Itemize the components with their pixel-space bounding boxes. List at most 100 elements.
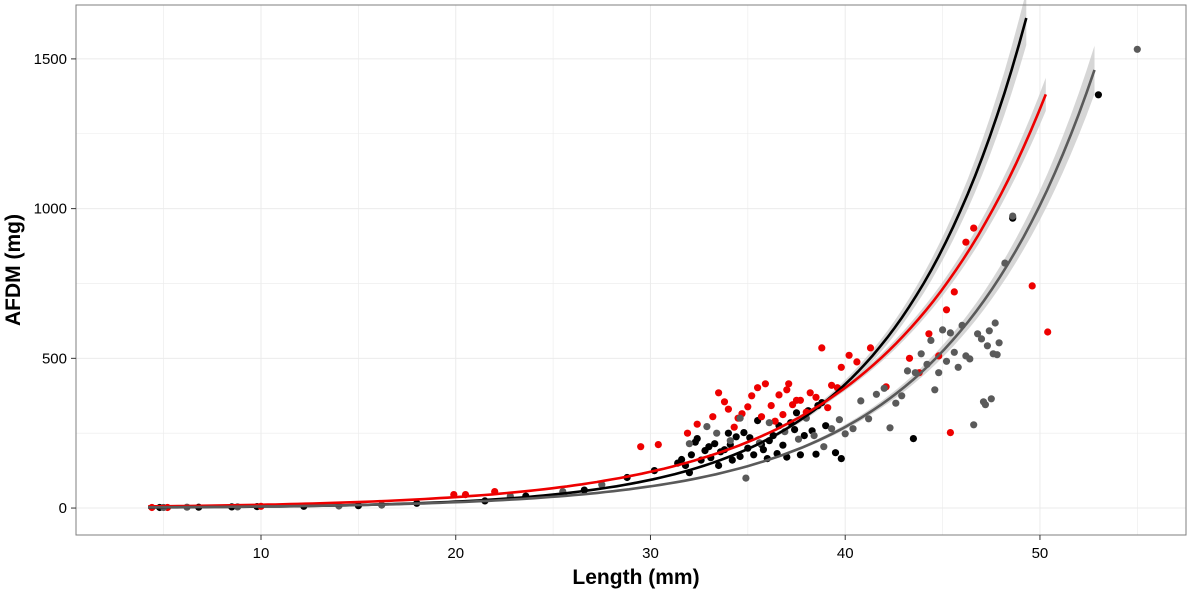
data-point (767, 402, 775, 410)
data-point (703, 423, 711, 431)
data-point (822, 422, 830, 430)
data-point (865, 415, 873, 423)
data-point (748, 392, 756, 400)
data-point (931, 386, 939, 394)
data-point (857, 397, 865, 405)
data-point (720, 398, 729, 406)
data-point (995, 339, 1003, 347)
data-point (853, 358, 861, 366)
data-point (598, 481, 606, 489)
x-axis-ticks: 10 20 30 40 50 (253, 535, 1049, 562)
data-point (757, 413, 766, 421)
data-point (736, 452, 744, 461)
data-point (711, 440, 719, 448)
data-point (750, 451, 758, 459)
data-point (1028, 282, 1036, 290)
data-point (685, 440, 694, 448)
data-point (905, 354, 914, 362)
data-point (761, 380, 770, 388)
data-point (828, 381, 836, 389)
data-point (800, 432, 808, 440)
data-point (812, 450, 820, 458)
data-point (837, 455, 845, 463)
data-point (796, 451, 805, 459)
data-point (693, 420, 701, 428)
data-point (892, 399, 900, 407)
data-point (812, 393, 820, 401)
data-point (705, 443, 713, 451)
data-point (1094, 91, 1102, 99)
data-point (740, 429, 748, 437)
y-tick-label: 1000 (34, 201, 67, 218)
data-point (835, 416, 844, 424)
data-point (736, 414, 744, 422)
data-point (983, 342, 992, 350)
data-point (981, 401, 990, 409)
data-point (810, 432, 818, 440)
x-tick-label: 30 (642, 545, 659, 562)
data-point (724, 429, 733, 437)
y-tick-label: 1500 (34, 51, 67, 68)
data-point (966, 355, 974, 363)
data-point (828, 425, 836, 433)
data-point (820, 443, 828, 451)
data-point (841, 430, 849, 438)
data-point (939, 326, 947, 334)
data-point (935, 369, 943, 377)
data-point (796, 396, 805, 404)
plot-border (75, 4, 1187, 536)
x-tick-label: 40 (837, 545, 854, 562)
data-point (872, 390, 881, 398)
x-tick-label: 10 (253, 545, 270, 562)
data-point (954, 363, 962, 371)
data-point (779, 441, 787, 449)
data-point (950, 288, 958, 296)
data-point (779, 411, 787, 419)
data-point (709, 413, 717, 421)
x-tick-label: 50 (1032, 545, 1049, 562)
data-point (866, 344, 875, 352)
data-point (837, 363, 845, 371)
data-point (806, 389, 814, 397)
data-point (783, 386, 791, 394)
data-point (715, 389, 723, 397)
data-point (794, 435, 803, 443)
data-point (845, 351, 853, 359)
data-point (824, 404, 832, 412)
x-tick-label: 20 (447, 545, 464, 562)
data-point (946, 329, 955, 337)
data-point (831, 449, 840, 457)
data-point (726, 437, 734, 445)
plot-panel (76, 5, 1186, 535)
data-point (637, 443, 645, 451)
data-point (687, 451, 696, 459)
data-point (715, 461, 723, 470)
data-point (970, 224, 978, 232)
data-point (724, 405, 733, 413)
data-point (791, 426, 799, 434)
data-point (742, 474, 750, 482)
data-point (754, 384, 762, 392)
data-point (683, 429, 692, 437)
data-point (927, 336, 935, 344)
data-point (775, 391, 783, 399)
data-point (987, 395, 995, 403)
data-point (985, 327, 993, 335)
data-point (977, 335, 986, 343)
data-point (946, 429, 955, 437)
data-point (950, 348, 958, 356)
data-point (654, 441, 662, 449)
data-point (728, 456, 736, 464)
y-axis-ticks: 0 500 1000 1500 (34, 51, 76, 517)
data-point (765, 419, 773, 427)
data-point (849, 425, 857, 433)
data-point (909, 435, 918, 443)
y-tick-label: 0 (59, 500, 67, 517)
data-point (771, 417, 779, 425)
data-point (925, 330, 933, 338)
data-point (880, 384, 888, 392)
data-point (759, 446, 768, 454)
data-point (1133, 45, 1141, 53)
x-axis-title: Length (mm) (572, 566, 699, 589)
